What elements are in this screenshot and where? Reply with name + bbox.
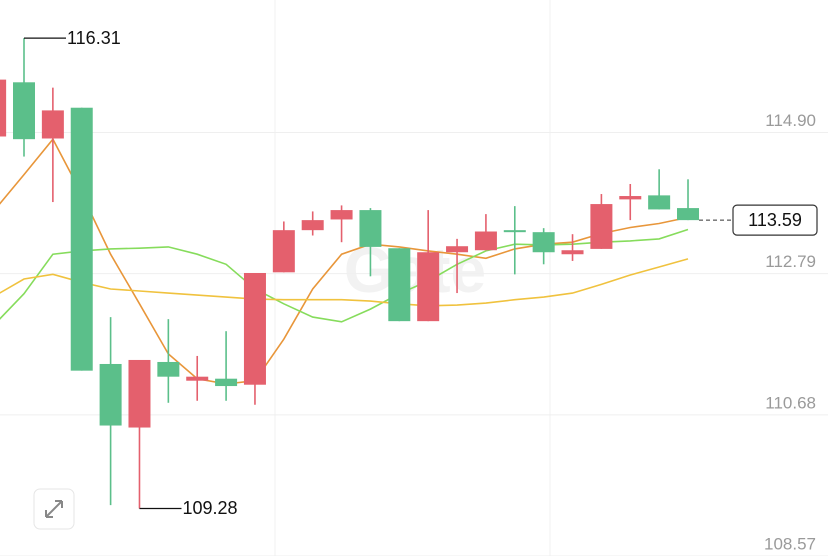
candle [648, 169, 671, 210]
candle-body [417, 252, 440, 322]
candle [272, 221, 295, 273]
candle-body [13, 82, 35, 140]
candle-body [561, 250, 584, 255]
candle-body [272, 230, 295, 273]
candle [359, 208, 382, 277]
candle [301, 211, 324, 236]
candle [446, 238, 469, 294]
ma-line [0, 258, 689, 307]
candle [0, 79, 7, 137]
high-label: 116.31 [67, 28, 121, 48]
candle-body [474, 231, 497, 251]
candle [128, 359, 151, 509]
candle [186, 355, 209, 401]
candle [13, 38, 35, 157]
candle [215, 331, 238, 401]
candle [590, 194, 613, 249]
candle [330, 205, 353, 243]
candle-body [619, 196, 642, 200]
candle [417, 210, 440, 322]
candle-body [99, 363, 122, 426]
expand-button[interactable] [33, 488, 75, 530]
candle-body [503, 230, 526, 233]
candle [677, 179, 700, 221]
candle [157, 319, 180, 403]
candle-body [590, 204, 613, 249]
candle-body [0, 79, 7, 137]
candle [388, 248, 411, 322]
candle [70, 107, 93, 371]
candle-body [128, 359, 151, 428]
candle-body [186, 376, 209, 381]
y-tick-label: 112.79 [765, 252, 816, 271]
price-label: 113.59 [748, 210, 802, 230]
candle [532, 228, 555, 265]
y-tick-label: 108.57 [764, 534, 816, 553]
candle [503, 206, 526, 275]
candle-body [532, 232, 555, 253]
candle-body [359, 210, 382, 247]
candle-body [301, 220, 324, 231]
candle-body [215, 378, 238, 387]
y-tick-label: 114.90 [765, 111, 816, 130]
candle-body [157, 361, 180, 377]
candle-body [677, 208, 700, 221]
low-label: 109.28 [182, 498, 237, 518]
candle [99, 317, 122, 506]
y-tick-label: 110.68 [765, 393, 816, 412]
candle-body [330, 210, 353, 220]
price-tag [732, 204, 818, 236]
candle-body [243, 272, 266, 385]
candle-body [41, 110, 64, 139]
candle-body [388, 248, 411, 322]
candle-body [70, 107, 93, 371]
candle [243, 272, 266, 405]
candle-body [446, 246, 469, 253]
candle [41, 87, 64, 203]
candle [474, 214, 497, 251]
candle [561, 234, 584, 261]
candle-body [648, 195, 671, 210]
candle [619, 183, 642, 221]
